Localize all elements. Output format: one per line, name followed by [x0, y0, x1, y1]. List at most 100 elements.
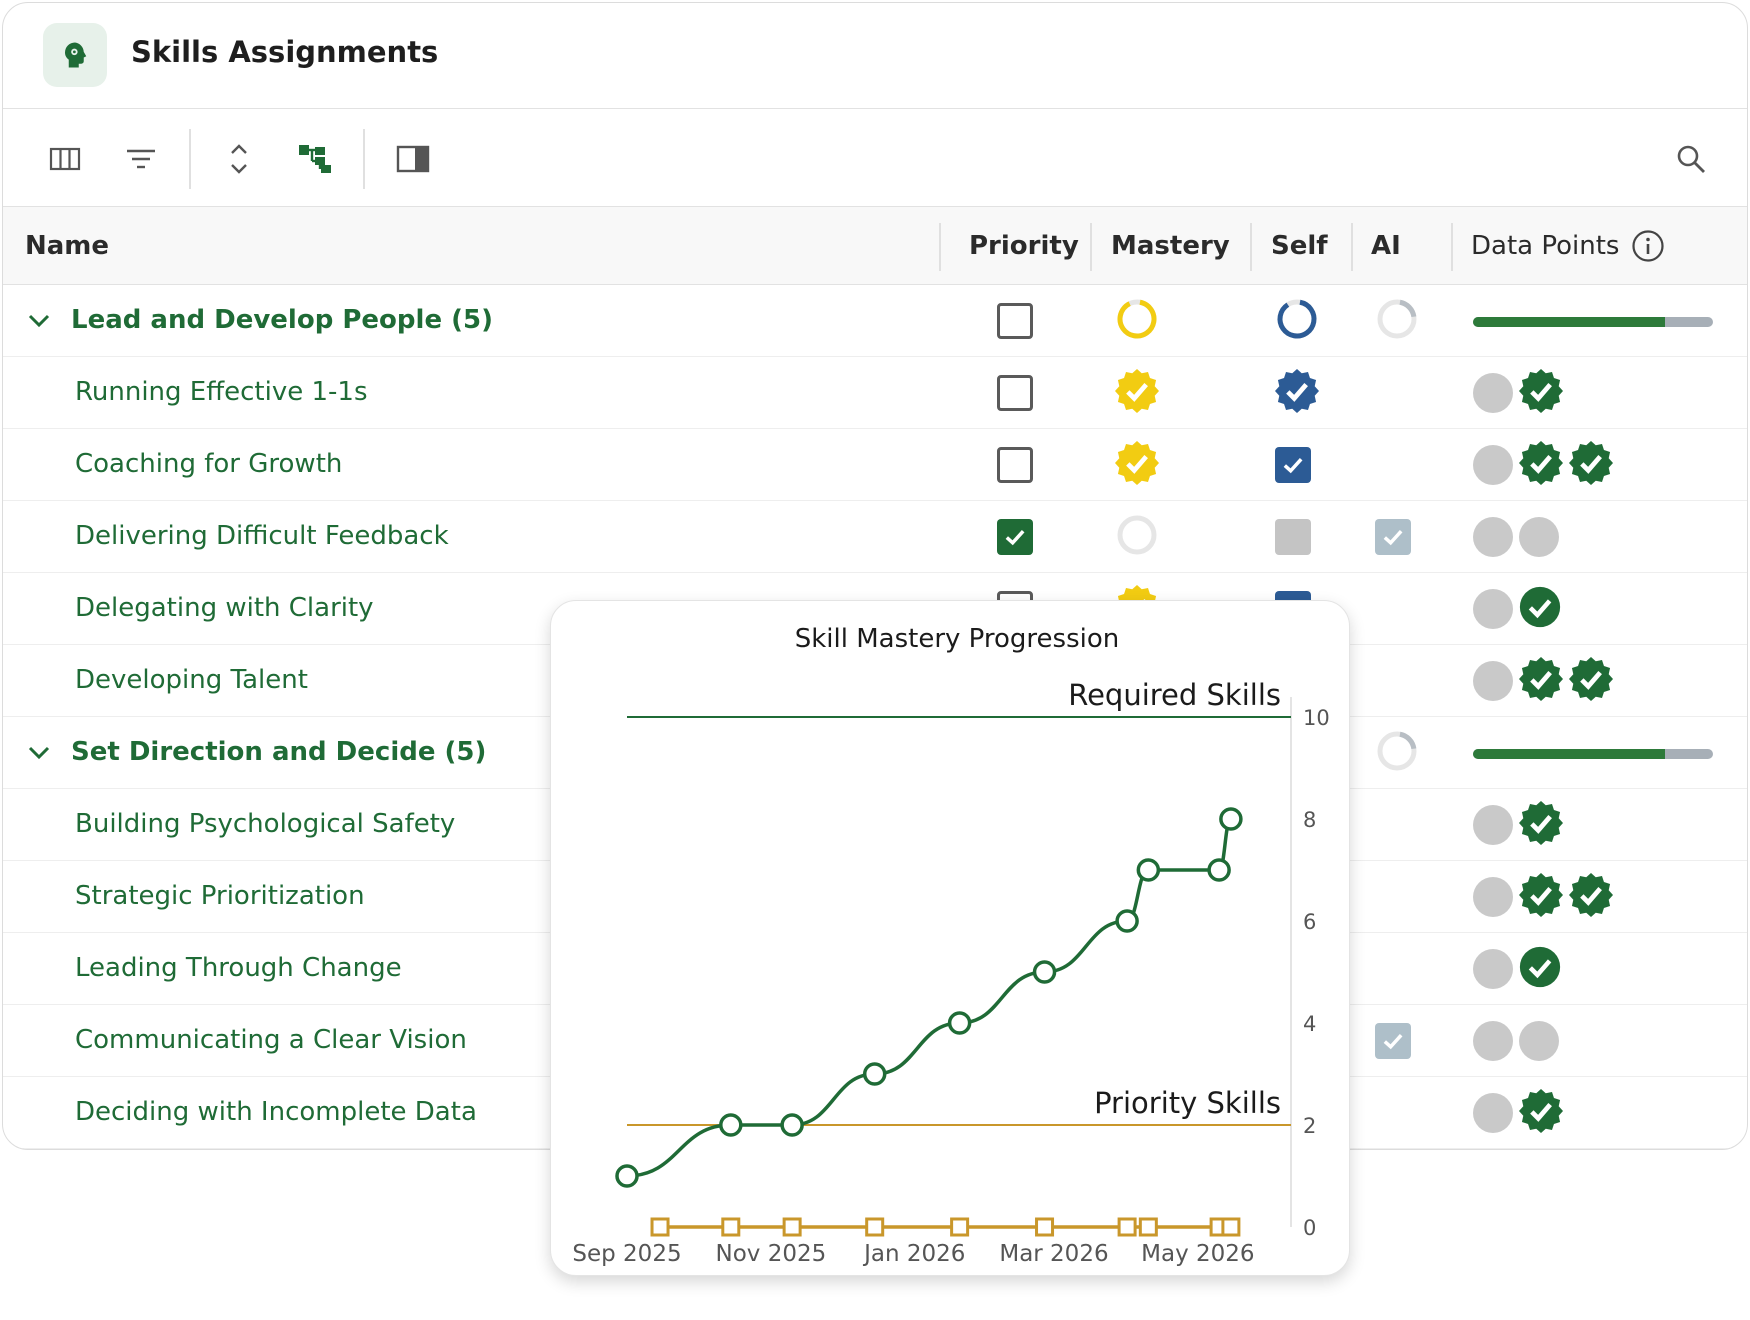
verified-badge-icon[interactable] — [1519, 801, 1563, 849]
data-point[interactable] — [1207, 858, 1231, 882]
ai-cell — [1375, 285, 1419, 357]
skill-row[interactable]: Running Effective 1-1s — [3, 357, 1747, 429]
verified-badge-icon[interactable] — [1569, 873, 1613, 921]
column-divider — [939, 223, 941, 271]
data-point[interactable] — [650, 1217, 670, 1237]
group-label: Set Direction and Decide (5) — [71, 737, 487, 767]
skill-label[interactable]: Deciding with Incomplete Data — [75, 1097, 477, 1127]
skill-row[interactable]: Delivering Difficult Feedback — [3, 501, 1747, 573]
data-point-pending[interactable] — [1473, 805, 1513, 845]
column-header-data-points[interactable]: Data Points — [1471, 231, 1620, 261]
priority-checkbox[interactable] — [997, 447, 1033, 483]
data-point[interactable] — [1219, 807, 1243, 831]
priority-checkbox[interactable] — [997, 375, 1033, 411]
data-point-pending[interactable] — [1519, 517, 1559, 557]
ai-checkbox[interactable] — [1375, 519, 1411, 555]
data-point[interactable] — [1138, 1217, 1158, 1237]
data-point[interactable] — [1136, 858, 1161, 882]
data-point[interactable] — [950, 1217, 970, 1237]
data-point[interactable] — [1117, 1217, 1137, 1237]
data-point-pending[interactable] — [1473, 373, 1513, 413]
y-tick-label: 2 — [1303, 1114, 1316, 1138]
data-point[interactable] — [719, 1113, 743, 1137]
skill-row[interactable]: Leading Through Change — [3, 933, 1747, 1005]
column-header-ai[interactable]: AI — [1371, 231, 1401, 261]
skill-row[interactable]: Coaching for Growth — [3, 429, 1747, 501]
self-checkbox[interactable] — [1275, 519, 1311, 555]
hierarchy-icon[interactable] — [293, 137, 337, 181]
skill-label[interactable]: Delegating with Clarity — [75, 593, 374, 623]
data-point-pending[interactable] — [1473, 1093, 1513, 1133]
verified-badge-icon[interactable] — [1569, 657, 1613, 705]
data-point[interactable] — [1035, 1217, 1055, 1237]
mastery-ring — [1115, 297, 1159, 345]
data-point[interactable] — [865, 1217, 885, 1237]
data-point[interactable] — [947, 1011, 972, 1035]
data-point-pending[interactable] — [1473, 661, 1513, 701]
verified-badge-icon[interactable] — [1519, 657, 1563, 705]
verified-badge-icon[interactable] — [1569, 441, 1613, 489]
priority-checkbox[interactable] — [997, 303, 1033, 339]
data-point-pending[interactable] — [1473, 1021, 1513, 1061]
panel-toggle-icon[interactable] — [391, 137, 435, 181]
data-point[interactable] — [615, 1164, 639, 1188]
skill-label[interactable]: Delivering Difficult Feedback — [75, 521, 449, 551]
column-header-mastery[interactable]: Mastery — [1111, 231, 1230, 261]
self-cell — [1275, 357, 1319, 429]
data-point[interactable] — [780, 1113, 804, 1137]
data-points-cell — [1473, 573, 1561, 645]
skill-label[interactable]: Strategic Prioritization — [75, 881, 365, 911]
chevron-down-icon[interactable] — [25, 739, 53, 767]
skill-label[interactable]: Developing Talent — [75, 665, 308, 695]
info-icon[interactable] — [1631, 229, 1665, 267]
skill-label[interactable]: Coaching for Growth — [75, 449, 343, 479]
verified-badge-icon[interactable] — [1519, 873, 1563, 921]
column-divider — [1250, 223, 1252, 271]
x-tick-label: Jan 2026 — [862, 1241, 965, 1267]
skill-label[interactable]: Communicating a Clear Vision — [75, 1025, 467, 1055]
column-header-name[interactable]: Name — [25, 231, 110, 261]
skill-label[interactable]: Running Effective 1-1s — [75, 377, 368, 407]
chevron-down-icon[interactable] — [25, 307, 53, 335]
data-point-pending[interactable] — [1519, 1021, 1559, 1061]
group-row[interactable]: Lead and Develop People (5) — [3, 285, 1747, 357]
head-gear-icon — [43, 23, 107, 87]
priority-cell — [997, 501, 1033, 573]
data-point[interactable] — [1115, 909, 1139, 933]
verified-badge-icon[interactable] — [1519, 369, 1563, 417]
self-cell — [1275, 285, 1319, 357]
verified-badge-icon[interactable] — [1519, 1089, 1563, 1137]
self-checkbox[interactable] — [1275, 447, 1311, 483]
data-point[interactable] — [721, 1217, 741, 1237]
data-points-cell — [1473, 789, 1563, 861]
check-circle-icon[interactable] — [1519, 946, 1561, 992]
group-progress-bar — [1473, 317, 1713, 327]
data-point[interactable] — [1221, 1217, 1241, 1237]
verified-badge-icon[interactable] — [1519, 441, 1563, 489]
expand-collapse-icon[interactable] — [217, 137, 261, 181]
data-points-cell — [1473, 933, 1561, 1005]
ai-cell — [1375, 717, 1419, 789]
data-point[interactable] — [862, 1062, 887, 1086]
filter-icon[interactable] — [119, 137, 163, 181]
column-header-priority[interactable]: Priority — [969, 231, 1079, 261]
data-point-pending[interactable] — [1473, 949, 1513, 989]
skill-label[interactable]: Leading Through Change — [75, 953, 402, 983]
ai-checkbox[interactable] — [1375, 1023, 1411, 1059]
search-icon[interactable] — [1669, 137, 1713, 181]
data-point[interactable] — [782, 1217, 802, 1237]
data-point-pending[interactable] — [1473, 877, 1513, 917]
data-point[interactable] — [1032, 960, 1057, 984]
skill-label[interactable]: Building Psychological Safety — [75, 809, 456, 839]
data-point-pending[interactable] — [1473, 589, 1513, 629]
mastery-cell — [1115, 357, 1159, 429]
data-point-pending[interactable] — [1473, 445, 1513, 485]
column-header-self[interactable]: Self — [1271, 231, 1328, 261]
columns-icon[interactable] — [43, 137, 87, 181]
check-circle-icon[interactable] — [1519, 586, 1561, 632]
priority-cell — [997, 357, 1033, 429]
verified-badge-icon — [1115, 441, 1159, 489]
data-point-pending[interactable] — [1473, 517, 1513, 557]
priority-checkbox[interactable] — [997, 519, 1033, 555]
series-line — [626, 817, 1233, 1178]
